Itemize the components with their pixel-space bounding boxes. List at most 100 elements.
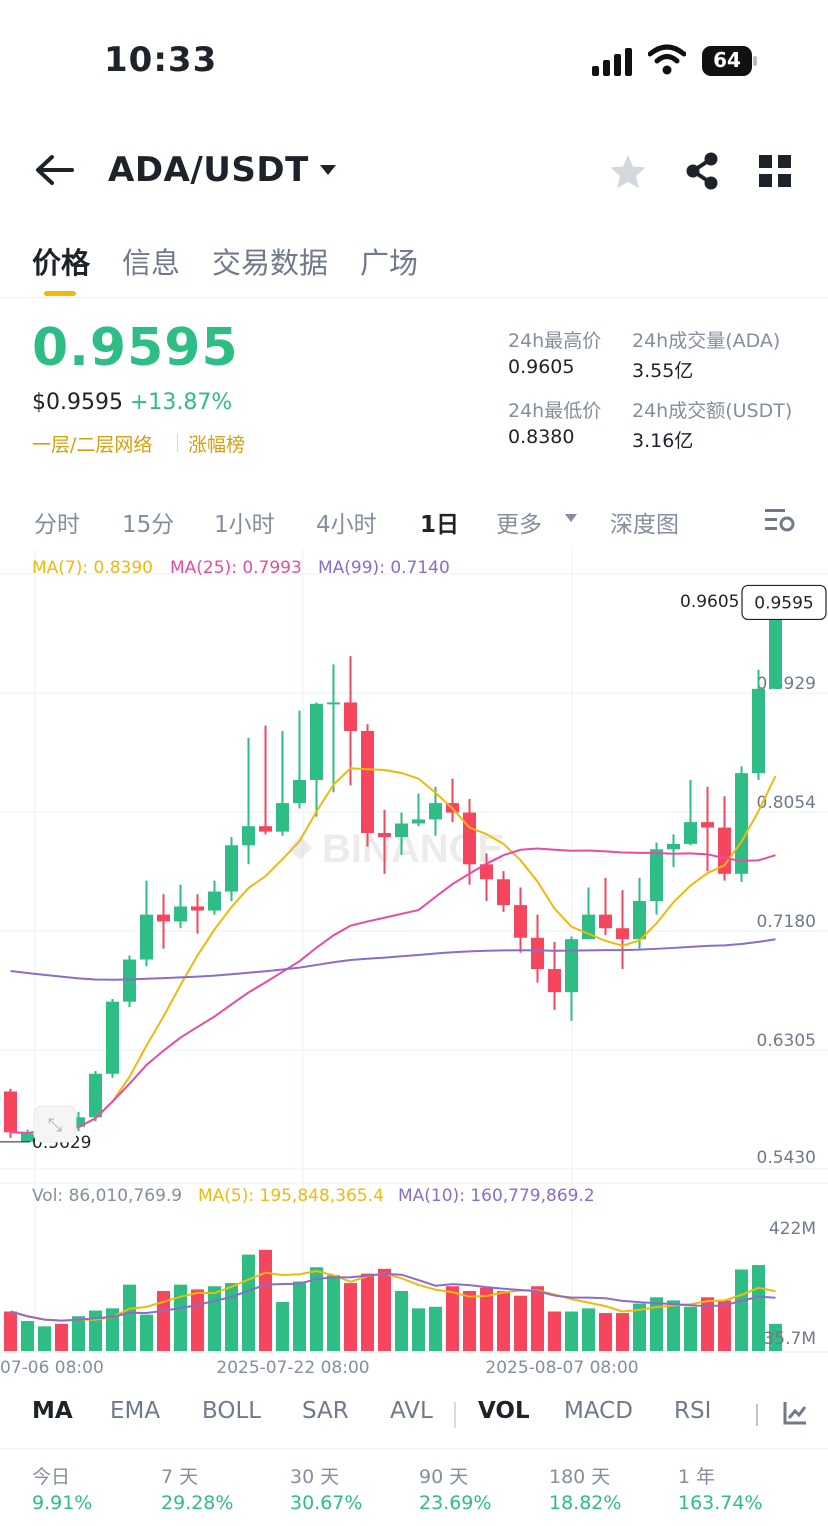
indicator-macd[interactable]: MACD — [564, 1398, 633, 1424]
candle-down — [259, 826, 272, 832]
volume-bar — [463, 1290, 476, 1351]
more-dropdown-icon[interactable] — [564, 513, 578, 523]
reset-zoom-button — [33, 1105, 77, 1143]
volume-bar — [327, 1275, 340, 1351]
stat-high-label: 24h最高价 — [508, 330, 602, 352]
back-arrow-icon[interactable] — [32, 150, 76, 190]
candle-up — [650, 849, 663, 902]
volume-bar — [599, 1313, 612, 1351]
candle-down — [157, 914, 170, 922]
trading-pair-title[interactable]: ADA/USDT — [108, 150, 309, 190]
indicator-chart-icon[interactable] — [782, 1400, 808, 1426]
tab-info[interactable]: 信息 — [122, 246, 181, 280]
perf-label-30d: 30 天 — [290, 1466, 340, 1488]
candle-up — [684, 822, 697, 844]
volume-bar — [293, 1281, 306, 1351]
perf-label-90d: 90 天 — [419, 1466, 469, 1488]
candle-down — [531, 937, 544, 970]
candle-up — [752, 688, 765, 774]
tab-price[interactable]: 价格 — [32, 246, 91, 280]
main-tabs: 价格 信息 交易数据 广场 — [32, 240, 418, 282]
candle-up — [89, 1073, 102, 1118]
volume-legend: Vol: 86,010,769.9 — [32, 1186, 182, 1206]
interval-15m[interactable]: 15分 — [122, 512, 175, 538]
candle-up — [242, 826, 255, 846]
stat-low-value: 0.8380 — [508, 426, 575, 448]
interval-1h[interactable]: 1小时 — [214, 512, 275, 538]
indicator-vol[interactable]: VOL — [478, 1398, 530, 1424]
interval-1d[interactable]: 1日 — [420, 512, 460, 538]
volume-bar — [106, 1308, 119, 1351]
candle-down — [514, 905, 527, 938]
battery-level: 64 — [713, 48, 741, 72]
y-axis-tick-label: 0.7180 — [757, 912, 816, 932]
ma99-line — [10, 938, 776, 981]
volume-bar — [412, 1308, 425, 1351]
candle-down — [497, 879, 510, 906]
volume-bar — [157, 1290, 170, 1351]
usd-price: $0.9595 — [32, 390, 123, 415]
indicator-ma[interactable]: MA — [32, 1398, 73, 1424]
volume-ma10-legend: MA(10): 160,779,869.2 — [398, 1186, 595, 1206]
high-marker-label: 0.9605 — [680, 592, 739, 612]
candlestick-chart[interactable]: BINANCE MA(7): 0.8390 MA(25): 0.7993 MA(99… — [0, 550, 828, 1380]
y-axis-tick-label: 0.5430 — [757, 1148, 816, 1168]
share-icon[interactable] — [682, 150, 722, 192]
category-tag-network[interactable]: 一层/二层网络 — [32, 434, 153, 456]
indicator-boll[interactable]: BOLL — [202, 1398, 262, 1424]
interval-line[interactable]: 分时 — [34, 512, 80, 538]
chart-settings-icon[interactable] — [764, 506, 796, 534]
category-tag-gainers[interactable]: 涨幅榜 — [188, 434, 246, 456]
status-time: 10:33 — [104, 40, 218, 80]
change-percent: +13.87% — [130, 390, 233, 415]
last-price: 0.9595 — [32, 318, 239, 378]
volume-bar — [718, 1300, 731, 1351]
stat-low-label: 24h最低价 — [508, 400, 602, 422]
indicator-sar[interactable]: SAR — [302, 1398, 349, 1424]
tag-separator — [177, 434, 178, 452]
tab-trading-data[interactable]: 交易数据 — [212, 246, 329, 280]
pair-dropdown-icon[interactable] — [318, 162, 338, 178]
volume-bar — [497, 1290, 510, 1351]
stat-high-value: 0.9605 — [508, 356, 575, 378]
volume-bar — [752, 1265, 765, 1351]
interval-depth[interactable]: 深度图 — [610, 512, 679, 538]
candle-up — [293, 779, 306, 804]
divider — [0, 1448, 828, 1449]
volume-bar — [701, 1297, 714, 1351]
perf-label-today: 今日 — [32, 1466, 71, 1488]
candle-up — [106, 1001, 119, 1074]
volume-ma10-line — [10, 1272, 776, 1322]
candle-up — [769, 603, 782, 689]
interval-more[interactable]: 更多 — [496, 512, 542, 538]
volume-bar — [633, 1303, 646, 1351]
candle-up — [735, 773, 748, 874]
tab-square[interactable]: 广场 — [360, 246, 419, 280]
grid-menu-icon[interactable] — [758, 154, 792, 188]
candle-up — [565, 939, 578, 993]
y-axis-tick-label: 0.8929 — [757, 674, 816, 694]
y-axis-tick-label: 0.6305 — [757, 1031, 816, 1051]
stat-amount-label: 24h成交额(USDT) — [632, 400, 793, 422]
perf-value-1y: 163.74% — [678, 1492, 763, 1514]
ma99-legend: MA(99): 0.7140 — [318, 558, 450, 578]
volume-bar — [123, 1284, 136, 1351]
candle-up — [429, 803, 442, 820]
volume-bar — [582, 1308, 595, 1351]
candle-down — [463, 812, 476, 865]
stat-volume-label: 24h成交量(ADA) — [632, 330, 781, 352]
stat-volume-value: 3.55亿 — [632, 360, 694, 382]
volume-bar — [429, 1306, 442, 1351]
indicator-ema[interactable]: EMA — [110, 1398, 161, 1424]
wifi-icon — [648, 44, 686, 75]
volume-bar — [208, 1286, 221, 1351]
volume-bar — [259, 1249, 272, 1351]
candle-down — [548, 969, 561, 993]
interval-4h[interactable]: 4小时 — [316, 512, 377, 538]
candle-up — [395, 823, 408, 838]
indicator-rsi[interactable]: RSI — [674, 1398, 712, 1424]
favorite-star-icon[interactable] — [608, 152, 648, 192]
indicator-avl[interactable]: AVL — [390, 1398, 433, 1424]
x-axis-label: 07-06 08:00 — [0, 1358, 104, 1378]
volume-bar — [38, 1326, 51, 1351]
